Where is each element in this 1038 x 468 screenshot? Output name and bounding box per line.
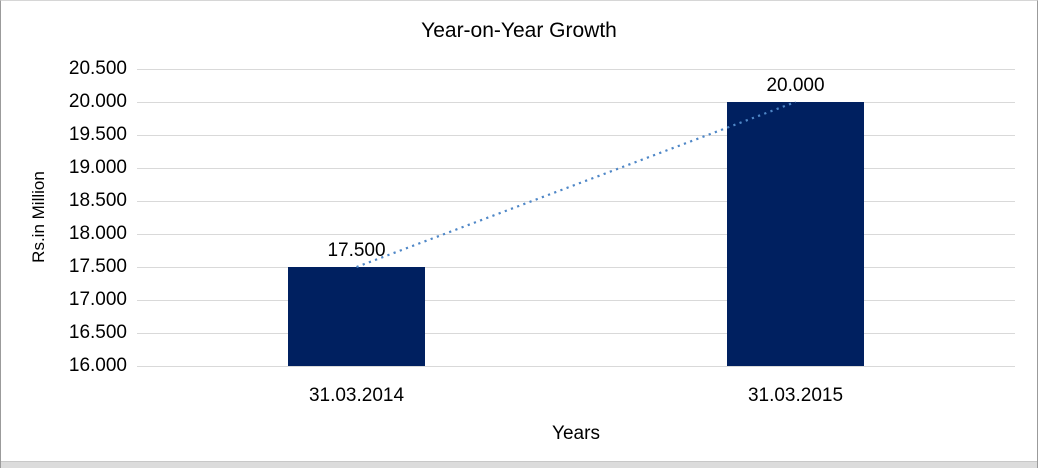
y-tick-label: 20.500 (68, 58, 127, 79)
y-tick-label: 19.000 (68, 157, 127, 178)
y-tick-label: 18.500 (68, 190, 127, 211)
bottom-strip (1, 461, 1037, 468)
y-tick-label: 18.000 (68, 223, 127, 244)
plot-area: 17.500 20.000 (137, 69, 1015, 367)
y-tick-label: 20.000 (68, 91, 127, 112)
x-category-label: 31.03.2015 (747, 385, 844, 406)
y-tick-label: 17.000 (68, 289, 127, 310)
y-gridline (137, 234, 1015, 235)
y-tick-label: 19.500 (68, 124, 127, 145)
bar-data-label: 17.500 (327, 240, 386, 261)
y-axis-title: Rs.in Million (29, 171, 48, 263)
y-gridline (137, 168, 1015, 169)
y-tick-label: 16.500 (68, 322, 127, 343)
bar (288, 267, 425, 366)
bar (727, 102, 864, 366)
y-gridline (137, 333, 1015, 334)
trendline (356, 100, 796, 269)
x-category-label: 31.03.2014 (308, 385, 405, 406)
y-gridline (137, 300, 1015, 301)
bar-data-label: 20.000 (766, 75, 825, 96)
y-gridline (137, 366, 1015, 367)
y-tick-label: 17.500 (68, 256, 127, 277)
y-gridline (137, 201, 1015, 202)
y-gridline (137, 135, 1015, 136)
y-gridline (137, 69, 1015, 70)
y-gridline (137, 267, 1015, 268)
y-tick-label: 16.000 (68, 355, 127, 376)
chart-title: Year-on-Year Growth (421, 19, 617, 42)
y-gridline (137, 102, 1015, 103)
x-axis-title: Years (552, 423, 600, 444)
